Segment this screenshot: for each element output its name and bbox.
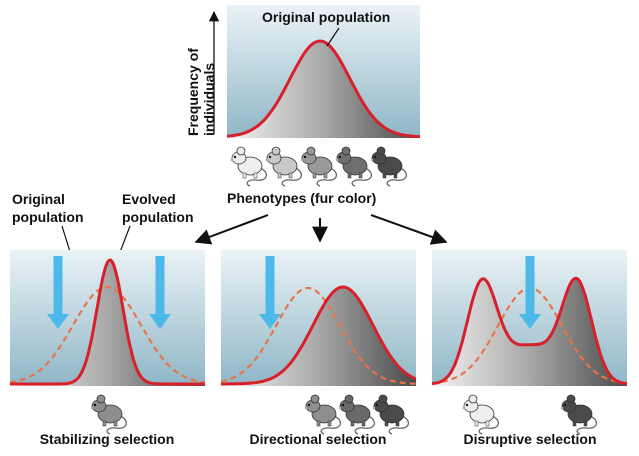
- mouse-icon: [370, 146, 407, 187]
- legend-original-line1: Original: [12, 191, 65, 207]
- top-curve-fill: [227, 41, 420, 138]
- mouse-icon: [335, 146, 372, 187]
- stabilizing-evolved-fill: [10, 260, 205, 386]
- y-axis-label-line1: Frequency of: [185, 48, 201, 136]
- top-curve-label: Original population: [262, 9, 390, 25]
- branch-arrows: [194, 214, 448, 245]
- disruptive-evolved-fill: [432, 278, 627, 386]
- mouse-icon: [462, 394, 499, 435]
- selection-arrow-icon: [259, 256, 281, 329]
- arrow-to-stabilizing: [194, 214, 269, 245]
- phenotype-mice-row: [230, 146, 407, 187]
- stabilizing-panel: Stabilizing selection: [10, 250, 205, 447]
- selection-arrow-icon: [519, 256, 541, 329]
- directional-evolved-curve: [221, 285, 416, 386]
- curve-label-pointer: [326, 27, 340, 47]
- directional-original-curve: [221, 286, 416, 385]
- disruptive-panel: Disruptive selection: [432, 250, 627, 447]
- legend: Original population Evolved population: [12, 191, 194, 317]
- mouse-icon: [304, 394, 341, 435]
- directional-mice: [304, 394, 409, 435]
- disruptive-title: Disruptive selection: [463, 431, 596, 447]
- mouse-icon: [265, 146, 302, 187]
- original-population-curve: [227, 39, 420, 138]
- stabilizing-title: Stabilizing selection: [40, 431, 175, 447]
- disruptive-mice: [462, 394, 597, 435]
- mouse-icon: [372, 394, 409, 435]
- stabilizing-evolved-curve: [10, 258, 205, 386]
- mouse-icon: [90, 394, 127, 435]
- stabilizing-original-curve: [10, 285, 205, 384]
- selection-arrow-icon: [149, 256, 171, 329]
- legend-original-line2: population: [12, 209, 84, 225]
- selection-arrow-icon: [47, 256, 69, 329]
- legend-evolved-line2: population: [122, 209, 194, 225]
- stabilizing-mice: [90, 394, 127, 435]
- legend-evolved-line1: Evolved: [122, 191, 176, 207]
- directional-title: Directional selection: [250, 431, 387, 447]
- mouse-icon: [300, 146, 337, 187]
- directional-panel: Directional selection: [221, 250, 416, 447]
- y-axis-label-line2: individuals: [201, 63, 217, 136]
- directional-evolved-fill: [221, 287, 416, 386]
- mouse-icon: [338, 394, 375, 435]
- top-panel: Original population Frequency of individ…: [185, 5, 420, 206]
- mouse-icon: [230, 146, 267, 187]
- arrow-to-disruptive: [370, 214, 448, 245]
- mouse-icon: [560, 394, 597, 435]
- disruptive-evolved-curve: [432, 276, 627, 386]
- x-axis-label: Phenotypes (fur color): [227, 190, 376, 206]
